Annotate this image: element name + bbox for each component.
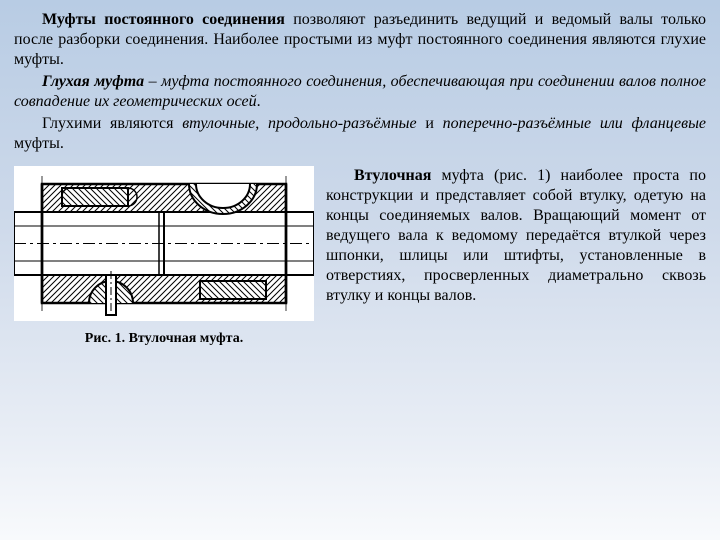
p3-s2: и bbox=[417, 115, 443, 132]
p2-rest: . bbox=[257, 93, 261, 110]
p3-tail: муфты. bbox=[14, 135, 64, 152]
p4-rest: муфта (рис. 1) наиболее проста по констр… bbox=[326, 167, 706, 304]
paragraph-1: Муфты постоянного соединения позволяют р… bbox=[14, 10, 706, 70]
paragraph-2: Глухая муфта – муфта постоянного соедине… bbox=[14, 72, 706, 112]
p3-i1: втулочные bbox=[182, 115, 255, 132]
p3-i2: продольно-разъёмные bbox=[268, 115, 417, 132]
p3-i3: поперечно-разъёмные или фланцевые bbox=[443, 115, 706, 132]
paragraph-3: Глухими являются втулочные, продольно-ра… bbox=[14, 114, 706, 154]
p2-bolditalic: Глухая муфта bbox=[42, 73, 144, 90]
coupling-diagram bbox=[14, 166, 314, 321]
figure-caption: Рис. 1. Втулочная муфта. bbox=[14, 331, 314, 347]
p4-bold: Втулочная bbox=[354, 167, 431, 184]
p3-s1: , bbox=[255, 115, 268, 132]
paragraph-4: Втулочная муфта (рис. 1) наиболее проста… bbox=[326, 166, 706, 306]
p3-lead: Глухими являются bbox=[42, 115, 182, 132]
figure-container: Рис. 1. Втулочная муфта. bbox=[14, 166, 314, 347]
paragraph-4-wrap: Втулочная муфта (рис. 1) наиболее проста… bbox=[326, 166, 706, 347]
figure-row: Рис. 1. Втулочная муфта. Втулочная муфта… bbox=[14, 166, 706, 347]
p1-bold: Муфты постоянного соединения bbox=[42, 11, 285, 28]
